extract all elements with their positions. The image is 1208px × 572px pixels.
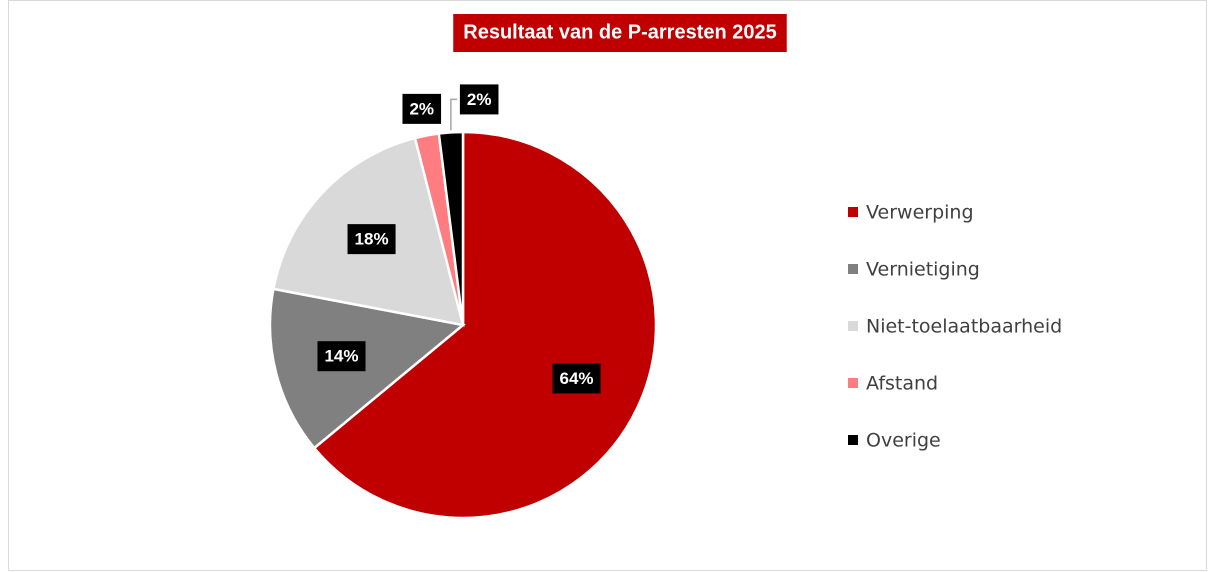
chart-title: Resultaat van de P-arresten 2025 xyxy=(463,21,777,43)
legend-label: Niet-toelaatbaarheid xyxy=(866,316,1062,338)
data-label: 18% xyxy=(355,230,389,249)
pie-slice xyxy=(437,130,465,326)
pie-slice xyxy=(268,287,466,450)
legend-label: Overige xyxy=(866,430,941,452)
data-label-box xyxy=(317,341,366,372)
legend-label: Verwerping xyxy=(866,202,974,224)
data-label-box xyxy=(552,363,601,394)
data-label-box xyxy=(402,93,442,124)
legend-swatch xyxy=(848,378,858,388)
pie-slice xyxy=(312,130,658,520)
data-label: 14% xyxy=(324,347,358,366)
data-label: 64% xyxy=(559,369,593,388)
legend-swatch xyxy=(848,207,858,217)
legend-label: Vernietiging xyxy=(866,259,980,281)
data-label-box xyxy=(459,84,499,115)
legend-label: Afstand xyxy=(866,373,938,395)
legend-swatch xyxy=(848,321,858,331)
data-label: 2% xyxy=(467,90,492,109)
data-label-box xyxy=(347,224,396,255)
data-label: 2% xyxy=(409,99,434,118)
legend-swatch xyxy=(848,435,858,445)
title-box xyxy=(453,14,787,52)
legend-swatch xyxy=(848,264,858,274)
leader-line xyxy=(450,98,458,131)
